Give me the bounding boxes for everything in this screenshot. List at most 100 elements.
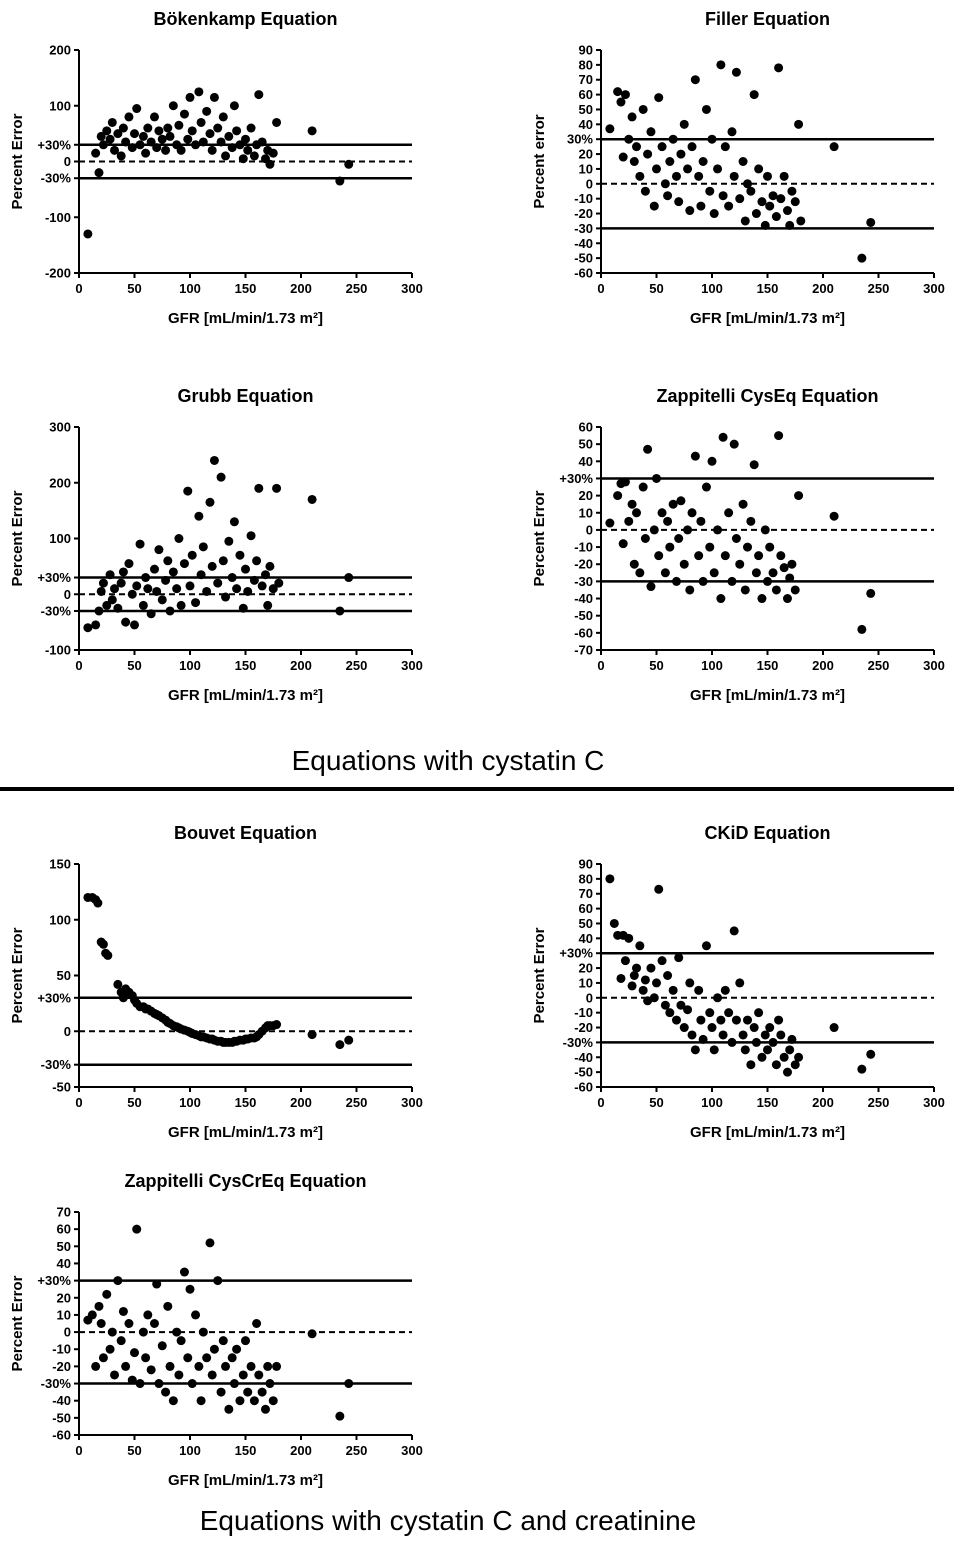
x-tick-label: 50 xyxy=(649,658,663,673)
data-point xyxy=(205,497,215,507)
data-point xyxy=(221,151,231,161)
data-point xyxy=(185,1284,195,1294)
data-point xyxy=(227,573,237,583)
data-point xyxy=(694,551,704,561)
data-point xyxy=(613,491,623,501)
data-point xyxy=(605,874,615,884)
data-point xyxy=(94,1301,104,1311)
x-axis-title: GFR [mL/min/1.73 m²] xyxy=(168,687,323,704)
data-point xyxy=(241,134,250,144)
x-tick-label: 50 xyxy=(127,1095,141,1110)
data-point xyxy=(643,444,653,454)
data-point xyxy=(754,551,764,561)
data-point xyxy=(774,431,784,441)
data-point xyxy=(746,1060,756,1070)
data-point xyxy=(224,131,234,141)
data-point xyxy=(96,586,106,596)
x-tick-label: 100 xyxy=(701,1095,723,1110)
data-point xyxy=(268,1396,278,1406)
data-point xyxy=(731,67,741,77)
data-point xyxy=(83,623,93,633)
y-tick-label: 200 xyxy=(49,43,71,58)
data-point xyxy=(646,127,656,137)
data-point xyxy=(183,486,193,496)
panel-title: Grubb Equation xyxy=(178,386,314,406)
data-point xyxy=(187,550,197,560)
data-point xyxy=(224,536,234,546)
data-point xyxy=(135,539,145,549)
data-point xyxy=(161,575,171,585)
x-axis-title: GFR [mL/min/1.73 m²] xyxy=(168,1124,323,1141)
data-point xyxy=(141,573,151,583)
data-point xyxy=(130,620,139,630)
data-point xyxy=(113,129,123,139)
y-tick-label: 0 xyxy=(64,154,71,169)
data-point xyxy=(344,573,354,583)
data-point xyxy=(776,551,786,561)
data-point xyxy=(668,134,678,144)
data-point xyxy=(335,176,345,186)
data-point xyxy=(218,1336,228,1346)
x-tick-label: 250 xyxy=(346,1443,368,1458)
data-point xyxy=(738,157,748,166)
data-point xyxy=(172,1327,182,1337)
y-axis-title: Percent Error xyxy=(9,113,26,209)
y-tick-label: 50 xyxy=(57,1239,71,1254)
x-tick-label: 150 xyxy=(235,1443,257,1458)
y-axis-title: Percent Error xyxy=(531,927,548,1023)
data-point xyxy=(307,126,317,136)
data-point xyxy=(149,112,159,122)
data-point xyxy=(749,1023,759,1033)
data-point xyxy=(663,191,673,201)
data-point xyxy=(138,1327,148,1337)
data-point xyxy=(690,75,700,85)
data-point xyxy=(679,559,689,569)
panel-title: Bouvet Equation xyxy=(174,823,317,843)
panel-title: Zappitelli CysEq Equation xyxy=(656,386,878,406)
data-point xyxy=(183,1353,193,1363)
data-point xyxy=(716,60,726,70)
x-tick-label: 150 xyxy=(757,1095,779,1110)
data-point xyxy=(216,137,226,147)
data-point xyxy=(740,216,750,226)
data-point xyxy=(757,197,767,207)
data-point xyxy=(272,1020,282,1030)
data-point xyxy=(696,1015,706,1025)
data-point xyxy=(727,127,737,137)
data-point xyxy=(743,179,753,189)
data-point xyxy=(679,1023,689,1033)
data-point xyxy=(671,1015,681,1025)
data-point xyxy=(105,1344,115,1354)
data-point xyxy=(785,573,795,583)
data-point xyxy=(624,516,634,526)
data-point xyxy=(135,1379,145,1389)
data-point xyxy=(194,511,204,521)
data-point xyxy=(265,159,275,169)
x-tick-label: 0 xyxy=(75,281,82,296)
data-point xyxy=(782,594,792,604)
data-point xyxy=(146,609,156,619)
data-point xyxy=(740,585,750,595)
data-point xyxy=(227,143,237,153)
data-point xyxy=(605,518,615,528)
y-tick-label: -50 xyxy=(574,251,593,266)
x-tick-label: 200 xyxy=(812,1095,834,1110)
data-point xyxy=(713,993,723,1003)
y-tick-label: 10 xyxy=(579,161,593,176)
x-tick-label: 100 xyxy=(701,658,723,673)
y-tick-label: -60 xyxy=(52,1428,71,1443)
section-title-cystatin: Equations with cystatin C xyxy=(292,745,605,776)
data-point xyxy=(707,456,717,466)
data-point xyxy=(87,1310,97,1320)
data-point xyxy=(344,159,354,169)
data-point xyxy=(620,477,630,487)
y-tick-label: -100 xyxy=(45,643,71,658)
data-point xyxy=(716,594,726,604)
data-point xyxy=(121,137,131,147)
data-point xyxy=(96,131,106,141)
data-point xyxy=(163,1301,173,1311)
y-tick-label: 70 xyxy=(579,72,593,87)
data-point xyxy=(771,1060,781,1070)
